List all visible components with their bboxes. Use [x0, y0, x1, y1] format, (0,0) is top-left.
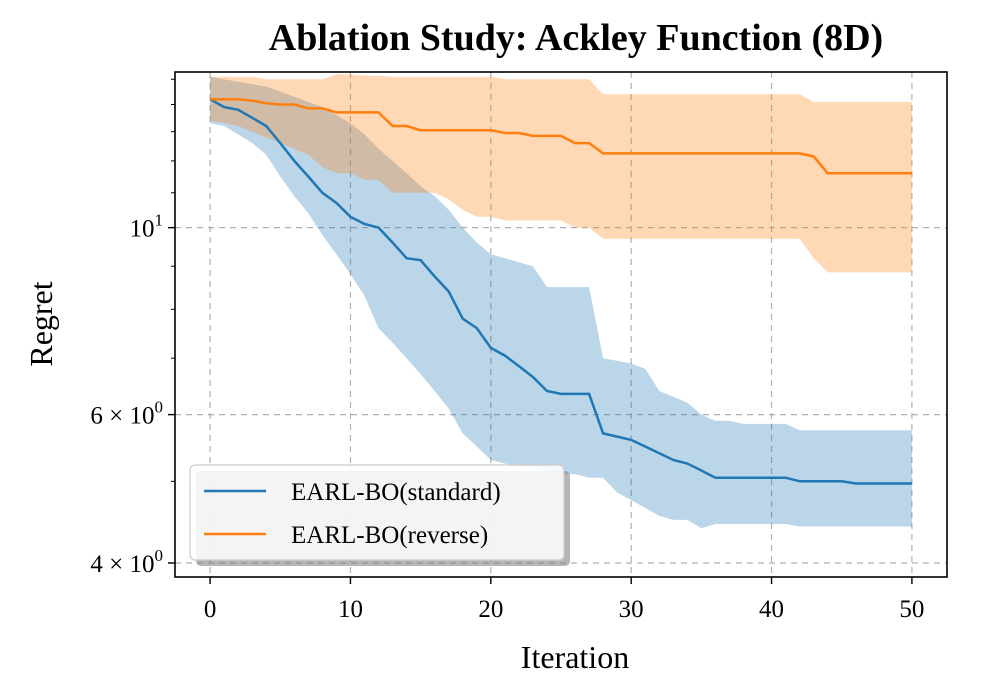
x-tick-label: 10	[338, 596, 363, 623]
confidence-band-1	[210, 74, 912, 273]
confidence-band-0	[210, 76, 912, 529]
legend-label-reverse: EARL-BO(reverse)	[291, 522, 488, 549]
series-lines	[209, 98, 912, 485]
y-tick-label: 6 × 100	[90, 398, 163, 430]
x-tick-label: 0	[204, 596, 217, 623]
series-line-0	[209, 98, 912, 485]
x-tick-label: 50	[899, 596, 924, 623]
legend-box	[189, 464, 565, 561]
axis-ticks: 0 10 20 30 40 50 101 6 × 100 4 × 100	[90, 78, 924, 623]
y-axis-label: Regret	[23, 281, 59, 366]
chart-title: Ablation Study: Ackley Function (8D)	[269, 17, 883, 59]
x-tick-label: 30	[619, 596, 644, 623]
y-tick-label: 4 × 100	[90, 546, 163, 578]
legend: EARL-BO(standard) EARL-BO(reverse)	[189, 464, 570, 566]
x-tick-label: 40	[759, 596, 784, 623]
x-tick-label: 20	[478, 596, 503, 623]
x-axis-label: Iteration	[521, 639, 629, 675]
series-line-1	[210, 98, 912, 175]
legend-label-standard: EARL-BO(standard)	[291, 479, 501, 506]
confidence-bands	[210, 74, 912, 529]
plot-frame	[174, 71, 948, 578]
y-tick-label: 101	[130, 211, 164, 243]
